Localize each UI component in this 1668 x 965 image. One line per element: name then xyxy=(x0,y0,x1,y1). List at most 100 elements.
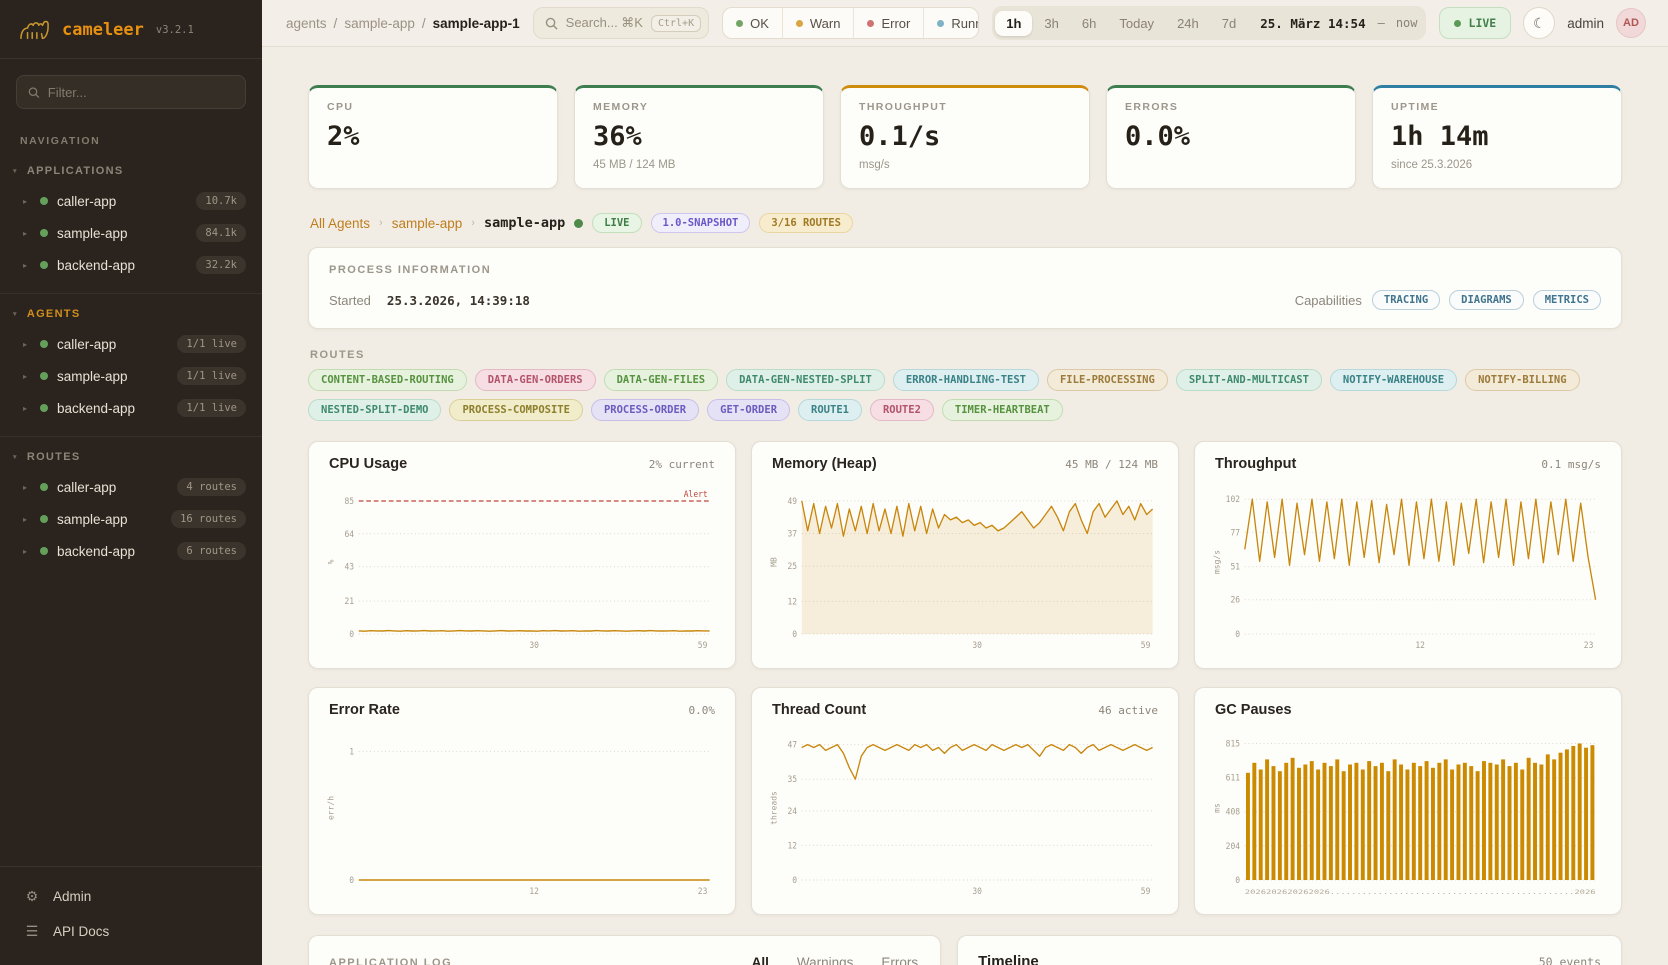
kpi-value: 0.0% xyxy=(1125,121,1337,152)
time-range-today[interactable]: Today xyxy=(1108,11,1165,36)
time-range-date[interactable]: 25. März 14:54 xyxy=(1248,16,1371,31)
status-filter-warn[interactable]: Warn xyxy=(782,8,854,38)
route-chip-process-order[interactable]: PROCESS-ORDER xyxy=(591,399,699,421)
timeline-title: Timeline xyxy=(978,953,1039,965)
logo-row[interactable]: cameleer v3.2.1 xyxy=(0,0,262,59)
sidebar-item-agents-sample-app[interactable]: ▸sample-app1/1 live xyxy=(0,360,262,392)
svg-text:43: 43 xyxy=(344,561,354,571)
route-chip-file-processing[interactable]: FILE-PROCESSING xyxy=(1047,369,1168,391)
sidebar-item-label: backend-app xyxy=(57,401,168,416)
status-dot xyxy=(40,547,48,555)
route-chip-notify-warehouse[interactable]: NOTIFY-WAREHOUSE xyxy=(1330,369,1457,391)
svg-text:12: 12 xyxy=(529,886,539,896)
breadcrumb-separator: / xyxy=(334,16,338,31)
log-tab-all[interactable]: All xyxy=(750,953,771,965)
kpi-label: UPTIME xyxy=(1391,101,1603,113)
svg-text:47: 47 xyxy=(787,739,797,749)
sidebar-footer-admin[interactable]: ⚙Admin xyxy=(0,879,262,914)
breadcrumb: agents/sample-app/sample-app-1 xyxy=(286,16,520,31)
sidebar-section-header-applications[interactable]: ▾APPLICATIONS xyxy=(0,161,262,185)
route-chip-data-gen-orders[interactable]: DATA-GEN-ORDERS xyxy=(475,369,596,391)
breadcrumb-sample-app-1: sample-app-1 xyxy=(433,16,520,31)
chevron-right-icon: ▸ xyxy=(23,404,31,413)
sidebar-item-applications-caller-app[interactable]: ▸caller-app10.7k xyxy=(0,185,262,217)
route-chip-content-based-routing[interactable]: CONTENT-BASED-ROUTING xyxy=(308,369,467,391)
charts-grid: CPU Usage2% current021436485%3059AlertMe… xyxy=(308,441,1622,915)
route-chip-route2[interactable]: ROUTE2 xyxy=(870,399,934,421)
sidebar-item-routes-sample-app[interactable]: ▸sample-app16 routes xyxy=(0,503,262,535)
time-range-1h[interactable]: 1h xyxy=(995,11,1032,36)
app-version: v3.2.1 xyxy=(156,24,194,36)
time-range-24h[interactable]: 24h xyxy=(1166,11,1210,36)
sidebar-item-applications-sample-app[interactable]: ▸sample-app84.1k xyxy=(0,217,262,249)
status-filter-running[interactable]: Running xyxy=(923,8,979,38)
live-indicator[interactable]: LIVE xyxy=(1439,7,1512,39)
route-chip-route1[interactable]: ROUTE1 xyxy=(798,399,862,421)
sidebar-item-agents-caller-app[interactable]: ▸caller-app1/1 live xyxy=(0,328,262,360)
log-tab-warnings[interactable]: Warnings xyxy=(795,953,856,965)
log-tab-errors[interactable]: Errors xyxy=(879,953,920,965)
sidebar-item-applications-backend-app[interactable]: ▸backend-app32.2k xyxy=(0,249,262,281)
svg-text:12: 12 xyxy=(1415,640,1425,650)
chevron-right-icon: ▸ xyxy=(23,483,31,492)
live-dot-icon xyxy=(1454,20,1461,27)
bottom-row: APPLICATION LOG AllWarningsErrors Timeli… xyxy=(308,935,1622,965)
kpi-card-cpu[interactable]: CPU2% xyxy=(308,85,558,189)
agent-badge-1-0-snapshot: 1.0-SNAPSHOT xyxy=(651,213,751,233)
chevron-icon: ▾ xyxy=(13,167,18,175)
theme-toggle-button[interactable]: ☾ xyxy=(1523,7,1555,39)
sidebar-footer-api-docs[interactable]: ☰API Docs xyxy=(0,914,262,949)
svg-text:0: 0 xyxy=(349,875,354,885)
global-search[interactable]: Search... ⌘K Ctrl+K xyxy=(533,7,709,39)
avatar[interactable]: AD xyxy=(1616,8,1646,38)
route-chip-notify-billing[interactable]: NOTIFY-BILLING xyxy=(1465,369,1580,391)
time-range-6h[interactable]: 6h xyxy=(1071,11,1107,36)
kpi-card-errors[interactable]: ERRORS0.0% xyxy=(1106,85,1356,189)
sidebar-item-badge: 84.1k xyxy=(196,224,246,242)
sidebar-item-label: sample-app xyxy=(57,226,187,241)
agent-link-all-agents[interactable]: All Agents xyxy=(310,216,370,231)
capability-chip-metrics: METRICS xyxy=(1533,290,1601,310)
chart-meta-value: 0.1 msg/s xyxy=(1541,458,1601,471)
status-filter-error[interactable]: Error xyxy=(853,8,923,38)
chart-meta-value: 46 active xyxy=(1098,704,1158,717)
agent-link-sample-app[interactable]: sample-app xyxy=(392,216,463,231)
route-chip-data-gen-files[interactable]: DATA-GEN-FILES xyxy=(604,369,719,391)
chevron-right-icon: › xyxy=(379,217,383,229)
chart-header: GC Pauses xyxy=(1211,702,1605,718)
route-chip-list: CONTENT-BASED-ROUTING DATA-GEN-ORDERS DATA… xyxy=(308,369,1622,421)
time-range-7d[interactable]: 7d xyxy=(1211,11,1247,36)
chevron-right-icon: ▸ xyxy=(23,515,31,524)
time-range-3h[interactable]: 3h xyxy=(1033,11,1069,36)
route-chip-timer-heartbeat[interactable]: TIMER-HEARTBEAT xyxy=(942,399,1063,421)
chevron-right-icon: ▸ xyxy=(23,340,31,349)
chart-header: Throughput0.1 msg/s xyxy=(1211,456,1605,472)
breadcrumb-agents[interactable]: agents xyxy=(286,16,327,31)
kpi-card-throughput[interactable]: THROUGHPUT0.1/smsg/s xyxy=(840,85,1090,189)
sidebar-item-routes-caller-app[interactable]: ▸caller-app4 routes xyxy=(0,471,262,503)
sidebar-section-header-routes[interactable]: ▾ROUTES xyxy=(0,447,262,471)
sidebar-filter-input[interactable] xyxy=(48,85,234,100)
chart-header: CPU Usage2% current xyxy=(325,456,719,472)
kpi-card-memory[interactable]: MEMORY36%45 MB / 124 MB xyxy=(574,85,824,189)
kpi-card-uptime[interactable]: UPTIME1h 14msince 25.3.2026 xyxy=(1372,85,1622,189)
svg-text:30: 30 xyxy=(529,640,539,650)
route-chip-error-handling-test[interactable]: ERROR-HANDLING-TEST xyxy=(893,369,1039,391)
route-chip-split-and-multicast[interactable]: SPLIT-AND-MULTICAST xyxy=(1176,369,1322,391)
svg-text:MB: MB xyxy=(770,557,779,567)
svg-text:24: 24 xyxy=(787,806,797,816)
agent-badge-live: LIVE xyxy=(592,213,641,233)
route-chip-process-composite[interactable]: PROCESS-COMPOSITE xyxy=(449,399,582,421)
status-filter-ok[interactable]: OK xyxy=(723,8,782,38)
sidebar-item-agents-backend-app[interactable]: ▸backend-app1/1 live xyxy=(0,392,262,424)
sidebar-item-routes-backend-app[interactable]: ▸backend-app6 routes xyxy=(0,535,262,567)
route-chip-nested-split-demo[interactable]: NESTED-SPLIT-DEMO xyxy=(308,399,441,421)
sidebar-section-header-agents[interactable]: ▾AGENTS xyxy=(0,304,262,328)
started-label: Started xyxy=(329,293,371,308)
sidebar-filter[interactable] xyxy=(16,75,246,109)
route-chip-get-order[interactable]: GET-ORDER xyxy=(707,399,790,421)
camel-logo-icon xyxy=(18,16,52,44)
breadcrumb-sample-app[interactable]: sample-app xyxy=(344,16,415,31)
route-chip-data-gen-nested-split[interactable]: DATA-GEN-NESTED-SPLIT xyxy=(726,369,885,391)
chart-card-thread-count: Thread Count46 active012243547threads305… xyxy=(751,687,1179,915)
